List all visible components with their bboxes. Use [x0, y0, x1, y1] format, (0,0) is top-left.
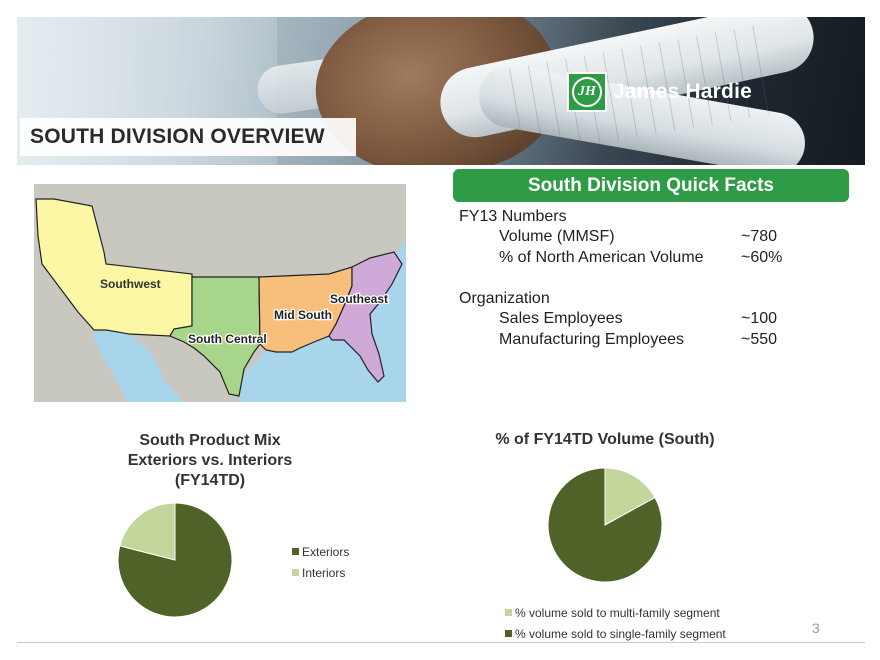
legend-item: Exteriors [292, 541, 349, 562]
facts-row-label: Manufacturing Employees [499, 330, 684, 348]
legend-swatch [292, 569, 299, 576]
product-mix-legend: Exteriors Interiors [292, 541, 349, 583]
south-division-map: Southwest South Central Mid South Southe… [34, 184, 406, 402]
legend-label: Interiors [302, 565, 346, 580]
volume-legend: % volume sold to multi-family segment % … [505, 602, 726, 644]
facts-row-value: ~60% [741, 248, 783, 266]
region-south-central [169, 276, 261, 397]
legend-swatch [505, 630, 512, 637]
legend-label: Exteriors [302, 544, 350, 559]
james-hardie-logo: JH James Hardie [567, 72, 752, 112]
jh-logo-icon: JH [567, 72, 607, 112]
legend-item: Interiors [292, 562, 349, 583]
product-mix-pie-chart [117, 502, 233, 618]
facts-row-label: Sales Employees [499, 310, 623, 327]
footer-divider [17, 642, 865, 643]
facts-row-value: ~100 [741, 310, 778, 327]
facts-row: Manufacturing Employees ~550 [459, 330, 819, 351]
quick-facts-list: FY13 Numbers Volume (MMSF) ~780 % of Nor… [459, 207, 819, 350]
pie-slice-interiors [119, 502, 176, 561]
chart-title-line: South Product Mix [139, 432, 281, 449]
volume-pie-chart [547, 467, 663, 583]
region-southwest [35, 198, 193, 337]
logo-text: James Hardie [613, 80, 752, 103]
product-mix-chart-title: South Product Mix Exteriors vs. Interior… [110, 431, 310, 491]
legend-label: % volume sold to single-family segment [515, 626, 726, 641]
label-southwest: Southwest [100, 277, 161, 291]
chart-title-line: (FY14TD) [174, 472, 246, 489]
legend-swatch [505, 609, 512, 616]
facts-row-label: % of North American Volume [499, 248, 704, 266]
facts-row: Sales Employees ~100 [459, 309, 819, 330]
facts-row: % of North American Volume ~60% [459, 248, 819, 269]
slide-title: SOUTH DIVISION OVERVIEW [30, 125, 325, 148]
quick-facts-header: South Division Quick Facts [453, 169, 849, 202]
facts-row-value: ~550 [741, 330, 778, 348]
label-southeast: Southeast [330, 292, 388, 306]
page-number: 3 [812, 620, 820, 636]
facts-group-title: Organization [459, 290, 550, 307]
region-southeast [328, 251, 403, 383]
facts-row-label: Volume (MMSF) [499, 228, 615, 245]
legend-item: % volume sold to multi-family segment [505, 602, 726, 623]
facts-row: Volume (MMSF) ~780 [459, 227, 819, 248]
slide-title-box: SOUTH DIVISION OVERVIEW [20, 118, 356, 156]
pie-slice-volume-sold-to-multi-family-segment [604, 467, 656, 526]
legend-label: % volume sold to multi-family segment [515, 605, 720, 620]
quick-facts-title: South Division Quick Facts [528, 174, 774, 196]
legend-item: % volume sold to single-family segment [505, 623, 726, 644]
label-south-central: South Central [188, 332, 267, 346]
chart-title-line: Exteriors vs. Interiors [127, 452, 293, 469]
facts-group-title: FY13 Numbers [459, 208, 567, 225]
legend-swatch [292, 548, 299, 555]
facts-row-value: ~780 [741, 228, 778, 245]
volume-chart-title: % of FY14TD Volume (South) [495, 431, 715, 448]
pie-slice-volume-sold-to-single-family-segment [547, 467, 663, 583]
label-mid-south: Mid South [274, 308, 332, 322]
